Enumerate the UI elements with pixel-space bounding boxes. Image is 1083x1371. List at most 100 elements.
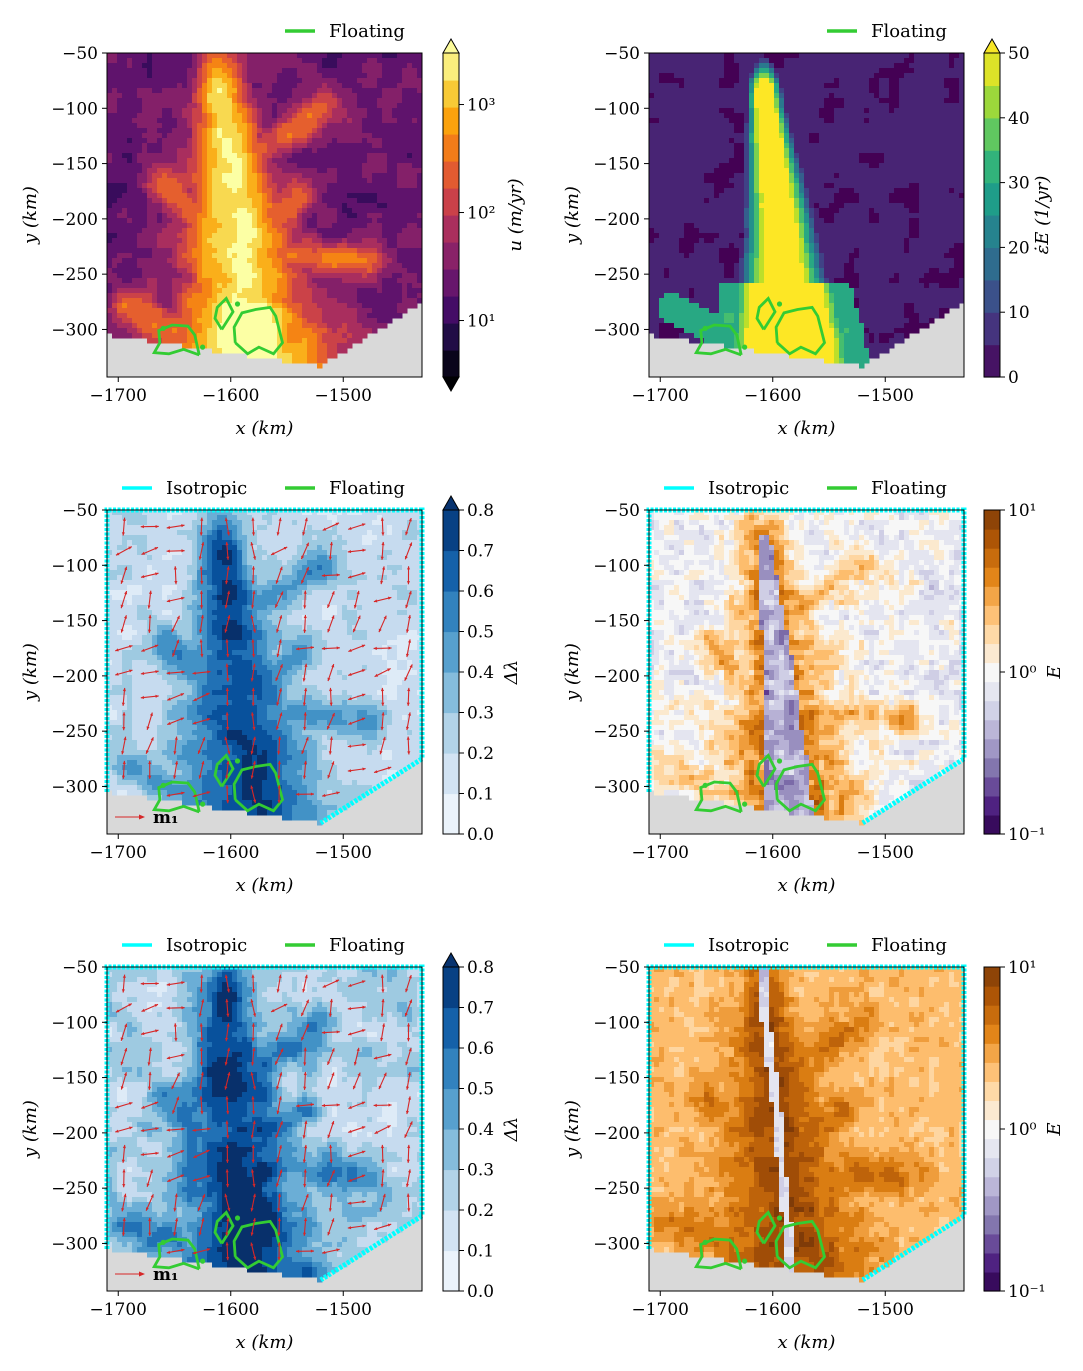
colorbar-segment — [984, 247, 1000, 281]
fabric-arrowhead — [251, 687, 255, 692]
colorbar-tick-label: 10⁻¹ — [1008, 825, 1045, 845]
legend-label: Floating — [329, 21, 405, 42]
fabric-arrowhead — [252, 1047, 256, 1051]
fabric-arrowhead — [275, 1134, 279, 1138]
colorbar-segment — [443, 1210, 459, 1252]
fabric-arrowhead — [331, 1121, 335, 1125]
colorbar-tick-label: 0.8 — [467, 501, 494, 521]
fabric-arrowhead — [335, 522, 340, 526]
fabric-arrowhead — [336, 791, 340, 795]
colorbar-segment — [984, 681, 1000, 702]
fabric-arrowhead — [303, 1183, 307, 1188]
fabric-arrowhead — [155, 1029, 159, 1033]
legend-label: Floating — [871, 21, 947, 42]
fabric-arrowhead — [301, 1012, 305, 1017]
floating-dot — [160, 325, 166, 331]
fabric-arrowhead — [278, 688, 282, 692]
y-tick-label: −250 — [51, 1179, 98, 1199]
fabric-arrowhead — [276, 629, 280, 633]
fabric-arrowhead — [225, 1184, 230, 1188]
fabric-arrowhead — [155, 1127, 159, 1131]
fabric-arrowhead — [407, 1208, 411, 1212]
fabric-arrowhead — [193, 1155, 197, 1158]
fabric-arrowhead — [305, 999, 309, 1004]
fabric-arrowhead — [200, 517, 204, 521]
fabric-arrowhead — [140, 671, 145, 675]
fabric-arrowhead — [155, 1151, 159, 1155]
fabric-arrowhead — [176, 639, 180, 644]
fabric-arrowhead — [387, 1125, 391, 1129]
fabric-arrowhead — [406, 1159, 410, 1163]
colorbar-segment — [984, 738, 1000, 759]
fabric-arrowhead — [381, 989, 385, 993]
colorbar-tick-label: 0.0 — [467, 1282, 494, 1302]
fabric-arrowhead — [304, 1144, 308, 1149]
floating-dot — [742, 344, 748, 350]
fabric-arrowhead — [347, 769, 352, 773]
fabric-arrowhead — [174, 736, 178, 740]
fabric-arrowhead — [373, 1056, 378, 1060]
fabric-arrowhead — [302, 1232, 307, 1236]
fabric-arrowhead — [122, 1144, 126, 1149]
fabric-arrowhead — [199, 629, 203, 633]
y-axis-label: y (km) — [20, 186, 41, 245]
colorbar-extend-top — [983, 37, 1001, 54]
fabric-arrowhead — [140, 1128, 145, 1132]
fabric-arrowhead — [122, 712, 126, 716]
fabric-arrowhead — [275, 677, 279, 681]
fabric-arrowhead — [250, 1072, 254, 1076]
fabric-arrowhead — [382, 566, 386, 570]
y-tick-label: −200 — [51, 667, 98, 687]
fabric-arrowhead — [122, 1217, 126, 1222]
floating-outline — [693, 780, 743, 814]
colorbar-segment — [984, 719, 1000, 740]
fabric-arrowhead — [252, 663, 256, 668]
fabric-arrowhead — [122, 517, 126, 521]
y-tick-label: −50 — [62, 958, 98, 978]
fabric-arrowhead — [310, 646, 314, 650]
colorbar-segment — [984, 1138, 1000, 1159]
fabric-arrowhead — [348, 1154, 352, 1158]
x-tick-label: −1500 — [856, 386, 914, 406]
fabric-arrowhead — [251, 1144, 255, 1149]
fabric-arrowhead — [150, 1194, 154, 1198]
fabric-arrowhead — [251, 1023, 256, 1027]
fabric-arrowhead — [251, 702, 255, 706]
axes-frame — [648, 966, 965, 1292]
colorbar-segment — [443, 350, 459, 378]
fabric-arrowhead — [148, 614, 152, 619]
colorbar-extend-bottom — [442, 376, 460, 393]
colorbar-segment — [443, 1169, 459, 1211]
fabric-arrowhead — [279, 566, 283, 571]
fabric-arrowhead — [277, 1257, 281, 1261]
floating-outline — [151, 1237, 201, 1271]
fabric-arrowhead — [198, 1232, 202, 1236]
colorbar-segment — [984, 1043, 1000, 1063]
fabric-arrowhead — [381, 541, 385, 546]
fabric-arrowhead — [348, 697, 352, 701]
fabric-arrowhead — [331, 591, 335, 595]
colorbar-tick-label: 0.1 — [467, 785, 494, 805]
y-tick-label: −200 — [51, 1124, 98, 1144]
fabric-arrowhead — [361, 669, 366, 673]
fabric-arrowhead — [361, 1101, 366, 1105]
fabric-arrowhead — [253, 799, 257, 803]
colorbar-segment — [443, 1048, 459, 1090]
fabric-arrowhead — [407, 1144, 411, 1149]
fabric-arrowhead — [227, 615, 231, 619]
fabric-arrowhead — [407, 1072, 412, 1076]
fabric-arrowhead — [120, 1037, 124, 1041]
fabric-arrowhead — [227, 750, 231, 755]
fabric-arrowhead — [303, 629, 307, 633]
y-tick-label: −150 — [593, 1069, 640, 1089]
fabric-arrowhead — [310, 1249, 314, 1253]
fabric-arrowhead — [225, 1159, 230, 1163]
fabric-arrowhead — [115, 1105, 119, 1109]
fabric-arrowhead — [206, 791, 211, 795]
fabric-arrowhead — [409, 542, 413, 547]
fabric-arrowhead — [251, 1159, 255, 1163]
fabric-arrowhead — [279, 712, 283, 717]
floating-outline — [755, 296, 777, 331]
fabric-arrowhead — [252, 590, 256, 594]
fabric-arrowhead — [362, 767, 366, 771]
